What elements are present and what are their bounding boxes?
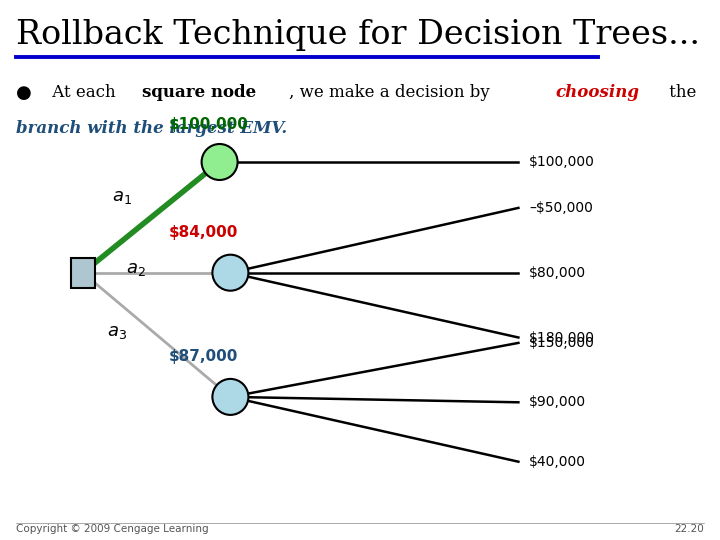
Text: , we make a decision by: , we make a decision by — [289, 84, 495, 100]
Text: $84,000: $84,000 — [169, 225, 238, 240]
Ellipse shape — [212, 379, 248, 415]
Text: Copyright © 2009 Cengage Learning: Copyright © 2009 Cengage Learning — [16, 523, 209, 534]
Text: $90,000: $90,000 — [529, 395, 586, 409]
FancyBboxPatch shape — [71, 258, 95, 287]
Text: 22.20: 22.20 — [675, 523, 704, 534]
Text: branch with the largest EMV.: branch with the largest EMV. — [16, 120, 287, 137]
Text: Rollback Technique for Decision Trees...: Rollback Technique for Decision Trees... — [16, 19, 700, 51]
Text: –$50,000: –$50,000 — [529, 201, 593, 215]
Text: $a_1$: $a_1$ — [112, 188, 132, 206]
Text: $100,000: $100,000 — [529, 155, 595, 169]
Text: $a_2$: $a_2$ — [126, 260, 145, 278]
Text: choosing: choosing — [555, 84, 639, 100]
Text: $100,000: $100,000 — [169, 117, 249, 132]
Text: the: the — [664, 84, 696, 100]
Text: $40,000: $40,000 — [529, 455, 586, 469]
Text: At each: At each — [47, 84, 121, 100]
Text: $180,000: $180,000 — [529, 330, 595, 345]
Ellipse shape — [202, 144, 238, 180]
Text: $a_3$: $a_3$ — [107, 323, 127, 341]
Text: $150,000: $150,000 — [529, 336, 595, 350]
Text: ●: ● — [16, 84, 32, 102]
Ellipse shape — [212, 255, 248, 291]
Text: $87,000: $87,000 — [169, 349, 238, 364]
Text: $80,000: $80,000 — [529, 266, 586, 280]
Text: square node: square node — [142, 84, 256, 100]
